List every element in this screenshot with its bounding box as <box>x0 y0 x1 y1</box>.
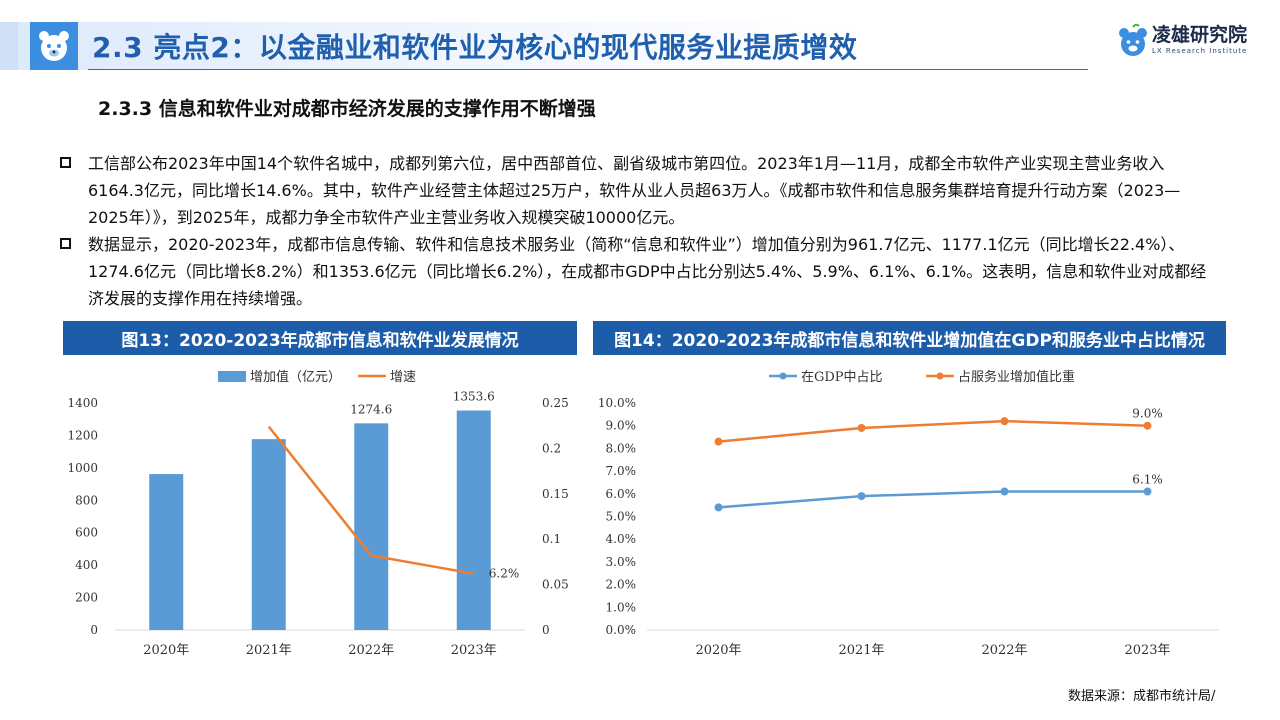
y-left-tick-label: 0 <box>90 623 98 637</box>
y-left-tick-label: 800 <box>75 493 98 507</box>
series-point-0 <box>1143 487 1152 496</box>
legend-marker-service <box>936 372 944 380</box>
series-point-1 <box>1143 421 1152 430</box>
legend-swatch-bar <box>218 371 246 382</box>
y-tick-label: 7.0% <box>606 464 637 478</box>
service-label-2023: 9.0% <box>1132 407 1163 421</box>
legend-label-line: 增速 <box>390 370 416 385</box>
y-tick-label: 8.0% <box>606 441 637 455</box>
brand-logo: 凌雄研究院 LX Research Institute <box>1116 24 1247 58</box>
legend-label-gdp: 在GDP中占比 <box>801 370 883 385</box>
bar-label-2023: 1353.6 <box>453 390 495 404</box>
series-point-0 <box>857 492 866 501</box>
bar-2022年 <box>354 423 389 630</box>
bar-2020年 <box>149 474 184 630</box>
page-title: 2.3 亮点2：以金融业和软件业为核心的现代服务业提质增效 <box>92 31 858 64</box>
y-tick-label: 9.0% <box>606 419 637 433</box>
brand-bear-icon <box>1119 24 1147 56</box>
y-tick-label: 1.0% <box>606 600 637 614</box>
y-right-tick-label: 0 <box>542 623 550 637</box>
legend-label-bar: 增加值（亿元） <box>250 369 341 385</box>
series-point-0 <box>714 503 723 512</box>
x-tick-label: 2022年 <box>348 643 394 658</box>
y-left-tick-label: 200 <box>75 591 98 605</box>
y-tick-label: 3.0% <box>606 555 637 569</box>
header-band <box>0 22 1088 70</box>
bullet-item: 工信部公布2023年中国14个软件名城中，成都列第六位，居中西部首位、副省级城市… <box>60 150 1220 231</box>
series-line-1 <box>718 419 1148 443</box>
y-right-tick-label: 0.25 <box>542 396 569 410</box>
chart14-title: 图14：2020-2023年成都市信息和软件业增加值在GDP和服务业中占比情况 <box>593 321 1226 355</box>
x-tick-label: 2023年 <box>451 643 497 658</box>
y-right-tick-label: 0.1 <box>542 532 561 546</box>
brand-subtitle: LX Research Institute <box>1152 47 1248 55</box>
y-right-tick-label: 0.15 <box>542 487 569 501</box>
header-divider <box>88 69 1088 70</box>
y-left-tick-label: 1400 <box>67 396 98 410</box>
x-tick-label: 2023年 <box>1124 643 1170 658</box>
gdp-label-2023: 6.1% <box>1132 473 1163 487</box>
brand-name: 凌雄研究院 <box>1152 24 1248 46</box>
chart14: 在GDP中占比 占服务业增加值比重 0.0% 1.0% 2.0% 3.0% 4.0% 5.0… <box>598 369 1219 658</box>
series-point-1 <box>1000 417 1009 426</box>
y-tick-label: 4.0% <box>606 532 637 546</box>
y-tick-label: 10.0% <box>598 396 636 410</box>
bar-2023年 <box>456 410 491 630</box>
series-point-0 <box>1000 487 1009 496</box>
y-tick-label: 6.0% <box>606 487 637 501</box>
y-left-tick-label: 1200 <box>67 428 98 442</box>
legend-label-service: 占服务业增加值比重 <box>958 369 1075 385</box>
y-left-tick-label: 1000 <box>67 461 98 475</box>
legend-marker-gdp <box>779 372 787 380</box>
x-tick-label: 2020年 <box>695 643 741 658</box>
chart13: 增加值（亿元） 增速 0 200 400 600 800 1000 1200 1400 0 0.05… <box>67 369 569 658</box>
section-subtitle: 2.3.3 信息和软件业对成都市经济发展的支撑作用不断增强 <box>98 98 596 120</box>
y-left-tick-label: 600 <box>75 526 98 540</box>
y-right-tick-label: 0.2 <box>542 441 561 455</box>
series-line-0 <box>718 490 1148 509</box>
y-tick-label: 0.0% <box>606 623 637 637</box>
bullet-text: 数据显示，2020-2023年，成都市信息传输、软件和信息技术服务业（简称“信息… <box>88 235 1207 308</box>
bar-label-2022: 1274.6 <box>350 402 392 416</box>
header-accent-strip <box>0 22 18 70</box>
bar-2021年 <box>251 439 286 630</box>
x-tick-label: 2021年 <box>838 643 884 658</box>
series-point-1 <box>857 423 866 432</box>
square-bullet-icon <box>60 157 71 168</box>
y-left-tick-label: 400 <box>75 558 98 572</box>
square-bullet-icon <box>60 238 71 249</box>
y-tick-label: 5.0% <box>606 510 637 524</box>
data-source: 数据来源：成都市统计局/ <box>1068 689 1216 704</box>
x-tick-label: 2020年 <box>143 643 189 658</box>
line-label-2023: 6.2% <box>489 567 520 581</box>
chart13-title: 图13：2020-2023年成都市信息和软件业发展情况 <box>63 321 577 355</box>
bear-logo-icon <box>30 22 78 70</box>
x-tick-label: 2022年 <box>981 643 1027 658</box>
x-tick-label: 2021年 <box>246 643 292 658</box>
y-tick-label: 2.0% <box>606 578 637 592</box>
series-point-1 <box>714 437 723 446</box>
bullet-item: 数据显示，2020-2023年，成都市信息传输、软件和信息技术服务业（简称“信息… <box>60 231 1220 312</box>
y-right-tick-label: 0.05 <box>542 578 569 592</box>
bullet-text: 工信部公布2023年中国14个软件名城中，成都列第六位，居中西部首位、副省级城市… <box>88 154 1181 227</box>
